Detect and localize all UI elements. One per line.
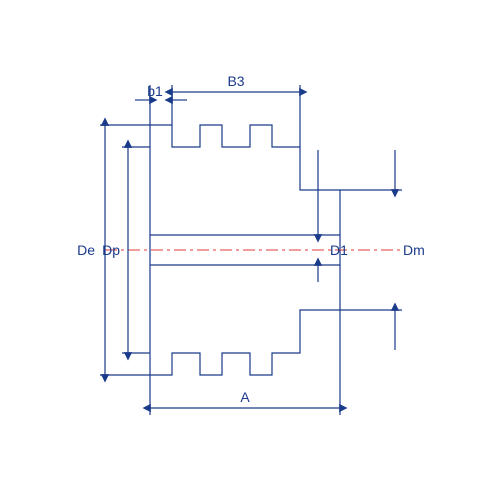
label-b1: b1	[147, 83, 163, 99]
label-A: A	[240, 389, 250, 405]
label-D1: D1	[330, 242, 348, 258]
label-Dm: Dm	[403, 242, 425, 258]
label-De: De	[77, 242, 95, 258]
label-B3: B3	[227, 73, 244, 89]
dim-Dp: Dp	[102, 147, 128, 353]
sprocket-section-diagram: b1 B3 A De Dp D1 Dm	[0, 0, 500, 500]
sprocket-body-bottom	[150, 265, 340, 375]
label-Dp: Dp	[102, 242, 120, 258]
dim-De: De	[77, 125, 105, 375]
dim-B3: B3	[172, 73, 300, 92]
sprocket-body-top	[150, 125, 340, 235]
dim-A: A	[150, 389, 340, 408]
dim-D1: D1	[318, 150, 348, 282]
